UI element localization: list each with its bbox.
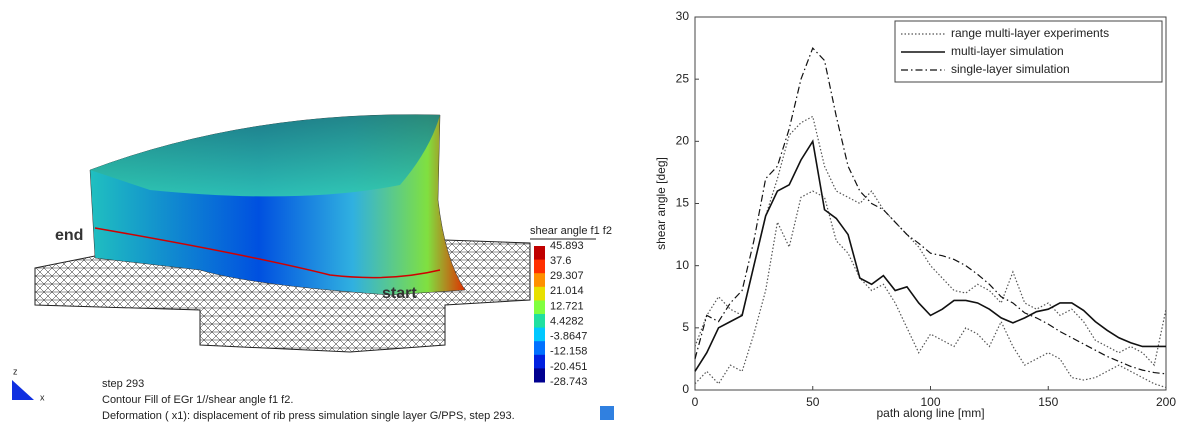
y-tick-label: 0 xyxy=(682,382,689,396)
colorbar-swatch xyxy=(534,341,545,356)
colorbar-swatch xyxy=(534,300,545,315)
logo xyxy=(600,406,614,420)
series-line xyxy=(694,46,1167,375)
x-tick-label: 50 xyxy=(806,395,820,409)
colorbar-tick-label: 29.307 xyxy=(550,270,584,282)
y-tick-label: 10 xyxy=(676,258,690,272)
colorbar-tick-label: 21.014 xyxy=(550,285,584,297)
colorbar-swatch xyxy=(534,273,545,288)
line-chart: 0 50 100 150 200 0 5 10 15 20 25 30 path along line … xyxy=(654,9,1176,420)
colorbar-tick-label: 45.893 xyxy=(550,240,584,252)
legend-label: multi-layer simulation xyxy=(951,44,1064,58)
axis-x: x xyxy=(40,392,45,402)
colorbar-swatch xyxy=(534,259,545,274)
x-tick-label: 100 xyxy=(920,395,940,409)
surface-top xyxy=(90,114,440,197)
y-tick-label: 15 xyxy=(676,196,690,210)
y-tick-label: 25 xyxy=(676,71,690,85)
caption: Contour Fill of EGr 1//shear angle f1 f2… xyxy=(102,394,293,406)
colorbar-swatch xyxy=(534,246,545,261)
colorbar-tick-label: -28.743 xyxy=(550,376,587,388)
caption: step 293 xyxy=(102,378,144,390)
colorbar-tick-label: -3.8647 xyxy=(550,331,587,343)
legend-label: range multi-layer experiments xyxy=(951,26,1109,40)
legend-label: single-layer simulation xyxy=(951,62,1070,76)
colorbar-swatch xyxy=(534,327,545,342)
y-tick-label: 20 xyxy=(676,134,690,148)
x-tick-label: 150 xyxy=(1038,395,1058,409)
start-label: start xyxy=(382,285,417,302)
series-line xyxy=(694,115,1167,367)
colorbar-swatch xyxy=(534,354,545,369)
x-axis-label: path along line [mm] xyxy=(876,406,984,420)
colorbar-tick-label: -12.158 xyxy=(550,346,587,358)
path-line xyxy=(94,227,441,279)
caption: Deformation ( x1): displacement of rib p… xyxy=(102,410,515,422)
colorbar-tick-label: -20.451 xyxy=(550,361,587,373)
x-tick-label: 0 xyxy=(692,395,699,409)
y-tick-label: 30 xyxy=(676,9,690,23)
colorbar-swatch xyxy=(534,286,545,301)
end-label: end xyxy=(55,227,83,244)
axis-triad xyxy=(12,380,34,400)
colorbar-swatch xyxy=(534,314,545,329)
colorbar-swatch xyxy=(534,368,545,383)
fem-view: end start shear angle f1 f2 45.893 37.6 29… xyxy=(12,114,614,422)
x-tick-label: 200 xyxy=(1156,395,1176,409)
colorbar: 45.893 37.6 29.307 21.014 12.721 4.4282 -3.864… xyxy=(534,240,587,388)
colorbar-title: shear angle f1 f2 xyxy=(530,225,612,237)
colorbar-tick-label: 4.4282 xyxy=(550,315,584,327)
series-line xyxy=(694,139,1166,372)
series-line xyxy=(694,190,1167,389)
y-axis-label: shear angle [deg] xyxy=(654,157,668,250)
y-tick-label: 5 xyxy=(682,320,689,334)
axis-z: z xyxy=(13,366,18,376)
colorbar-tick-label: 37.6 xyxy=(550,255,571,267)
colorbar-tick-label: 12.721 xyxy=(550,300,584,312)
